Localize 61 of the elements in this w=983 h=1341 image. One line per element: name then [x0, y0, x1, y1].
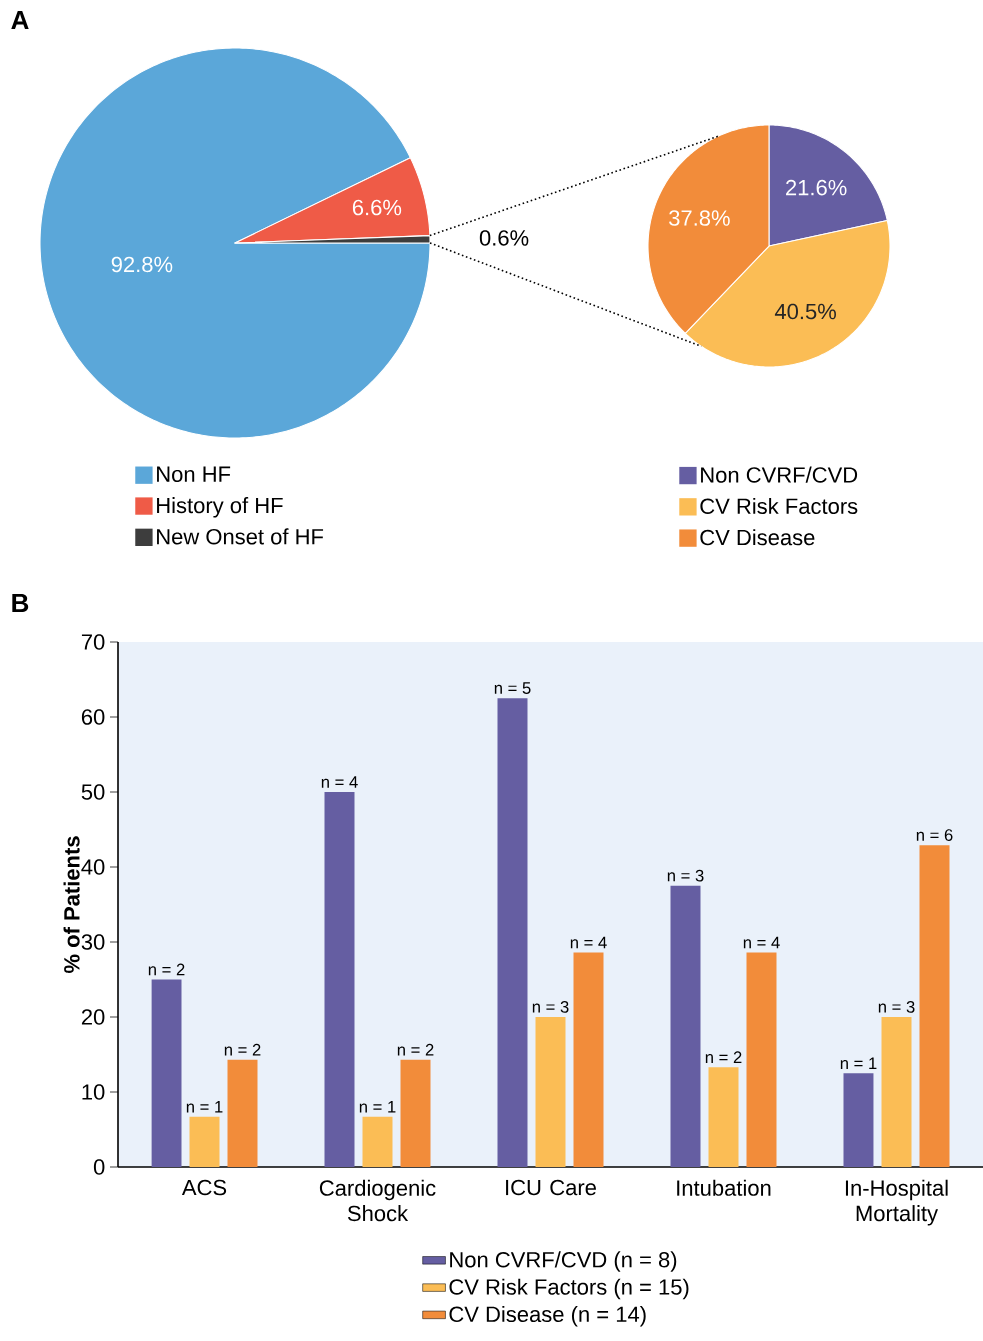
- legend-label: Non HF: [157, 466, 231, 482]
- bar: [746, 952, 777, 1168]
- annotation: n = 4: [321, 776, 358, 788]
- bar: [362, 1116, 393, 1168]
- annotation: n = 3: [667, 869, 704, 882]
- bar: [708, 1067, 739, 1168]
- x-tick-label: ACS: [181, 1179, 227, 1196]
- bar: [497, 698, 528, 1168]
- annotation: n = 1: [359, 1101, 396, 1113]
- data-label: 92.8%: [111, 256, 173, 273]
- annotation: n = 4: [570, 936, 607, 949]
- data-label: 21.6%: [786, 179, 847, 196]
- y-tick-label: 50: [81, 784, 105, 800]
- legend-label: CV Disease: [700, 529, 815, 546]
- x-tick-label: ICU Care: [506, 1179, 596, 1196]
- annotation: n = 2: [148, 963, 185, 976]
- bar: [227, 1059, 258, 1168]
- x-tick-label: Cardiogenic Shock: [319, 1179, 436, 1222]
- y-tick-label: 20: [81, 1009, 105, 1025]
- bar: [151, 979, 182, 1168]
- legend-label: New Onset of HF: [157, 528, 324, 545]
- data-label: 37.8%: [669, 210, 730, 226]
- annotation: n = 6: [916, 829, 953, 841]
- legend-label: History of HF: [157, 497, 283, 518]
- annotation: n = 2: [224, 1043, 261, 1056]
- legend-label: CV Risk Factors: [700, 497, 858, 515]
- y-tick-label: 30: [81, 934, 105, 950]
- y-tick-label: 0: [93, 1159, 105, 1175]
- x-tick-label: Intubation: [677, 1179, 771, 1196]
- chart-title: B: [12, 594, 29, 612]
- data-label: 0.6%: [479, 230, 529, 246]
- bar: [189, 1116, 220, 1168]
- bar: [573, 952, 604, 1168]
- legend-label: Non CVRF/CVD (n = 8): [450, 1251, 677, 1272]
- bar: [881, 1017, 912, 1168]
- y-tick-label: 40: [81, 859, 105, 875]
- bar: [670, 885, 701, 1168]
- x-tick-label: In-Hospital Mortality: [845, 1179, 948, 1226]
- bar: [843, 1073, 874, 1168]
- y-axis-title: % of Patients: [63, 836, 80, 974]
- annotation: n = 1: [840, 1057, 877, 1069]
- bar: [324, 792, 355, 1168]
- y-tick-label: 70: [81, 634, 105, 650]
- y-tick-label: 10: [82, 1084, 105, 1100]
- annotation: n = 3: [532, 1000, 569, 1013]
- legend-label: CV Disease (n = 14): [449, 1305, 646, 1327]
- annotation: n = 2: [397, 1043, 434, 1056]
- bar: [535, 1017, 566, 1168]
- y-tick-label: 60: [81, 709, 105, 725]
- bar: [400, 1059, 431, 1168]
- annotation: n = 1: [186, 1101, 223, 1113]
- data-label: 6.6%: [352, 199, 402, 216]
- chart-title: A: [11, 11, 29, 29]
- bar: [919, 845, 950, 1168]
- data-label: 40.5%: [774, 303, 836, 320]
- legend-label: CV Risk Factors (n = 15): [449, 1278, 689, 1300]
- annotation: n = 5: [494, 682, 531, 694]
- annotation: n = 2: [705, 1051, 742, 1063]
- legend-label: Non CVRF/CVD: [701, 466, 858, 483]
- annotation: n = 3: [878, 1000, 915, 1013]
- annotation: n = 4: [743, 936, 780, 949]
